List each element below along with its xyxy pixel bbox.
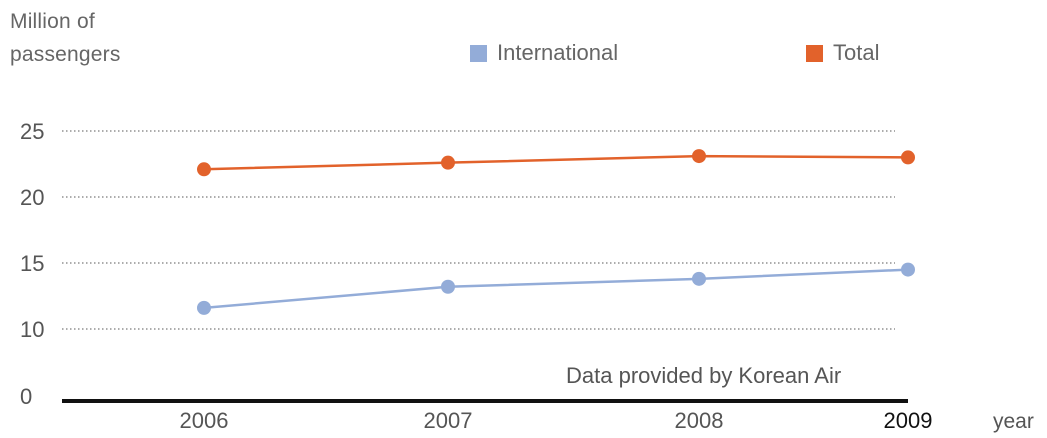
data-point-total-2008 bbox=[692, 149, 706, 164]
x-tick-label-2006: 2006 bbox=[180, 408, 229, 433]
data-point-total-2007 bbox=[441, 155, 455, 170]
y-axis-title-line1: Million of bbox=[10, 10, 95, 33]
legend-item-total: Total bbox=[806, 40, 879, 66]
data-point-total-2006 bbox=[197, 162, 211, 177]
y-tick-label-0: 0 bbox=[20, 384, 32, 409]
y-tick-label-15: 15 bbox=[20, 251, 44, 276]
legend-item-international: International bbox=[470, 40, 618, 66]
data-point-total-2009 bbox=[901, 150, 915, 165]
y-axis-title-line2: passengers bbox=[10, 43, 121, 66]
y-tick-label-10: 10 bbox=[20, 317, 44, 342]
y-tick-label-20: 20 bbox=[20, 185, 44, 210]
legend-swatch-total bbox=[806, 44, 823, 62]
x-tick-label-2007: 2007 bbox=[424, 408, 473, 433]
x-axis-title: year bbox=[993, 410, 1034, 433]
data-source-note: Data provided by Korean Air bbox=[566, 363, 842, 388]
series-line-international bbox=[203, 268, 909, 310]
legend-label-total: Total bbox=[833, 40, 880, 65]
data-point-international-2007 bbox=[441, 279, 455, 294]
x-tick-label-2008: 2008 bbox=[675, 408, 724, 433]
y-tick-label-25: 25 bbox=[20, 119, 44, 144]
legend-swatch-international bbox=[470, 44, 487, 62]
data-point-international-2008 bbox=[692, 271, 706, 286]
series-line-total bbox=[203, 154, 909, 171]
x-tick-label-2009: 2009 bbox=[884, 408, 933, 433]
legend-label-international: International bbox=[497, 40, 619, 65]
data-point-international-2006 bbox=[197, 300, 211, 315]
data-point-international-2009 bbox=[901, 262, 915, 277]
